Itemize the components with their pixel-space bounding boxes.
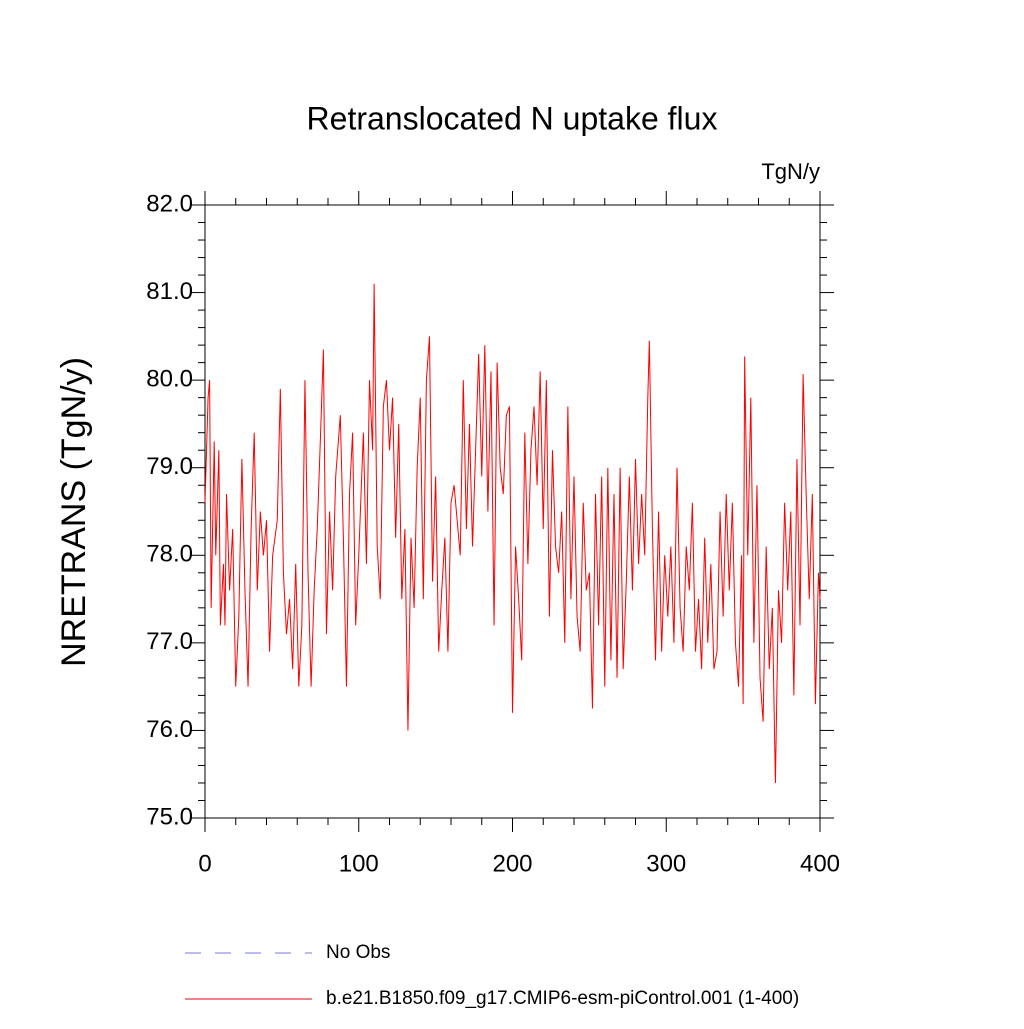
y-tick-label: 80.0 bbox=[146, 365, 193, 392]
x-tick-label: 300 bbox=[646, 850, 686, 877]
x-tick-label: 100 bbox=[339, 850, 379, 877]
chart-title: Retranslocated N uptake flux bbox=[307, 100, 718, 136]
y-tick-label: 75.0 bbox=[146, 803, 193, 830]
plot-frame bbox=[204, 204, 821, 819]
y-tick-label: 82.0 bbox=[146, 190, 193, 217]
data-line bbox=[204, 283, 821, 783]
x-tick-label: 200 bbox=[492, 850, 532, 877]
y-tick-label: 79.0 bbox=[146, 453, 193, 480]
y-tick-label: 81.0 bbox=[146, 278, 193, 305]
units-label: TgN/y bbox=[761, 159, 820, 184]
y-tick-label: 76.0 bbox=[146, 716, 193, 743]
legend-label: No Obs bbox=[326, 942, 390, 963]
y-tick-label: 78.0 bbox=[146, 541, 193, 568]
legend-label: b.e21.B1850.f09_g17.CMIP6-esm-piControl.… bbox=[326, 988, 799, 1009]
x-tick-label: 0 bbox=[198, 850, 211, 877]
y-axis-label: NRETRANS (TgN/y) bbox=[55, 357, 93, 667]
y-tick-label: 77.0 bbox=[146, 628, 193, 655]
x-tick-label: 400 bbox=[800, 850, 840, 877]
